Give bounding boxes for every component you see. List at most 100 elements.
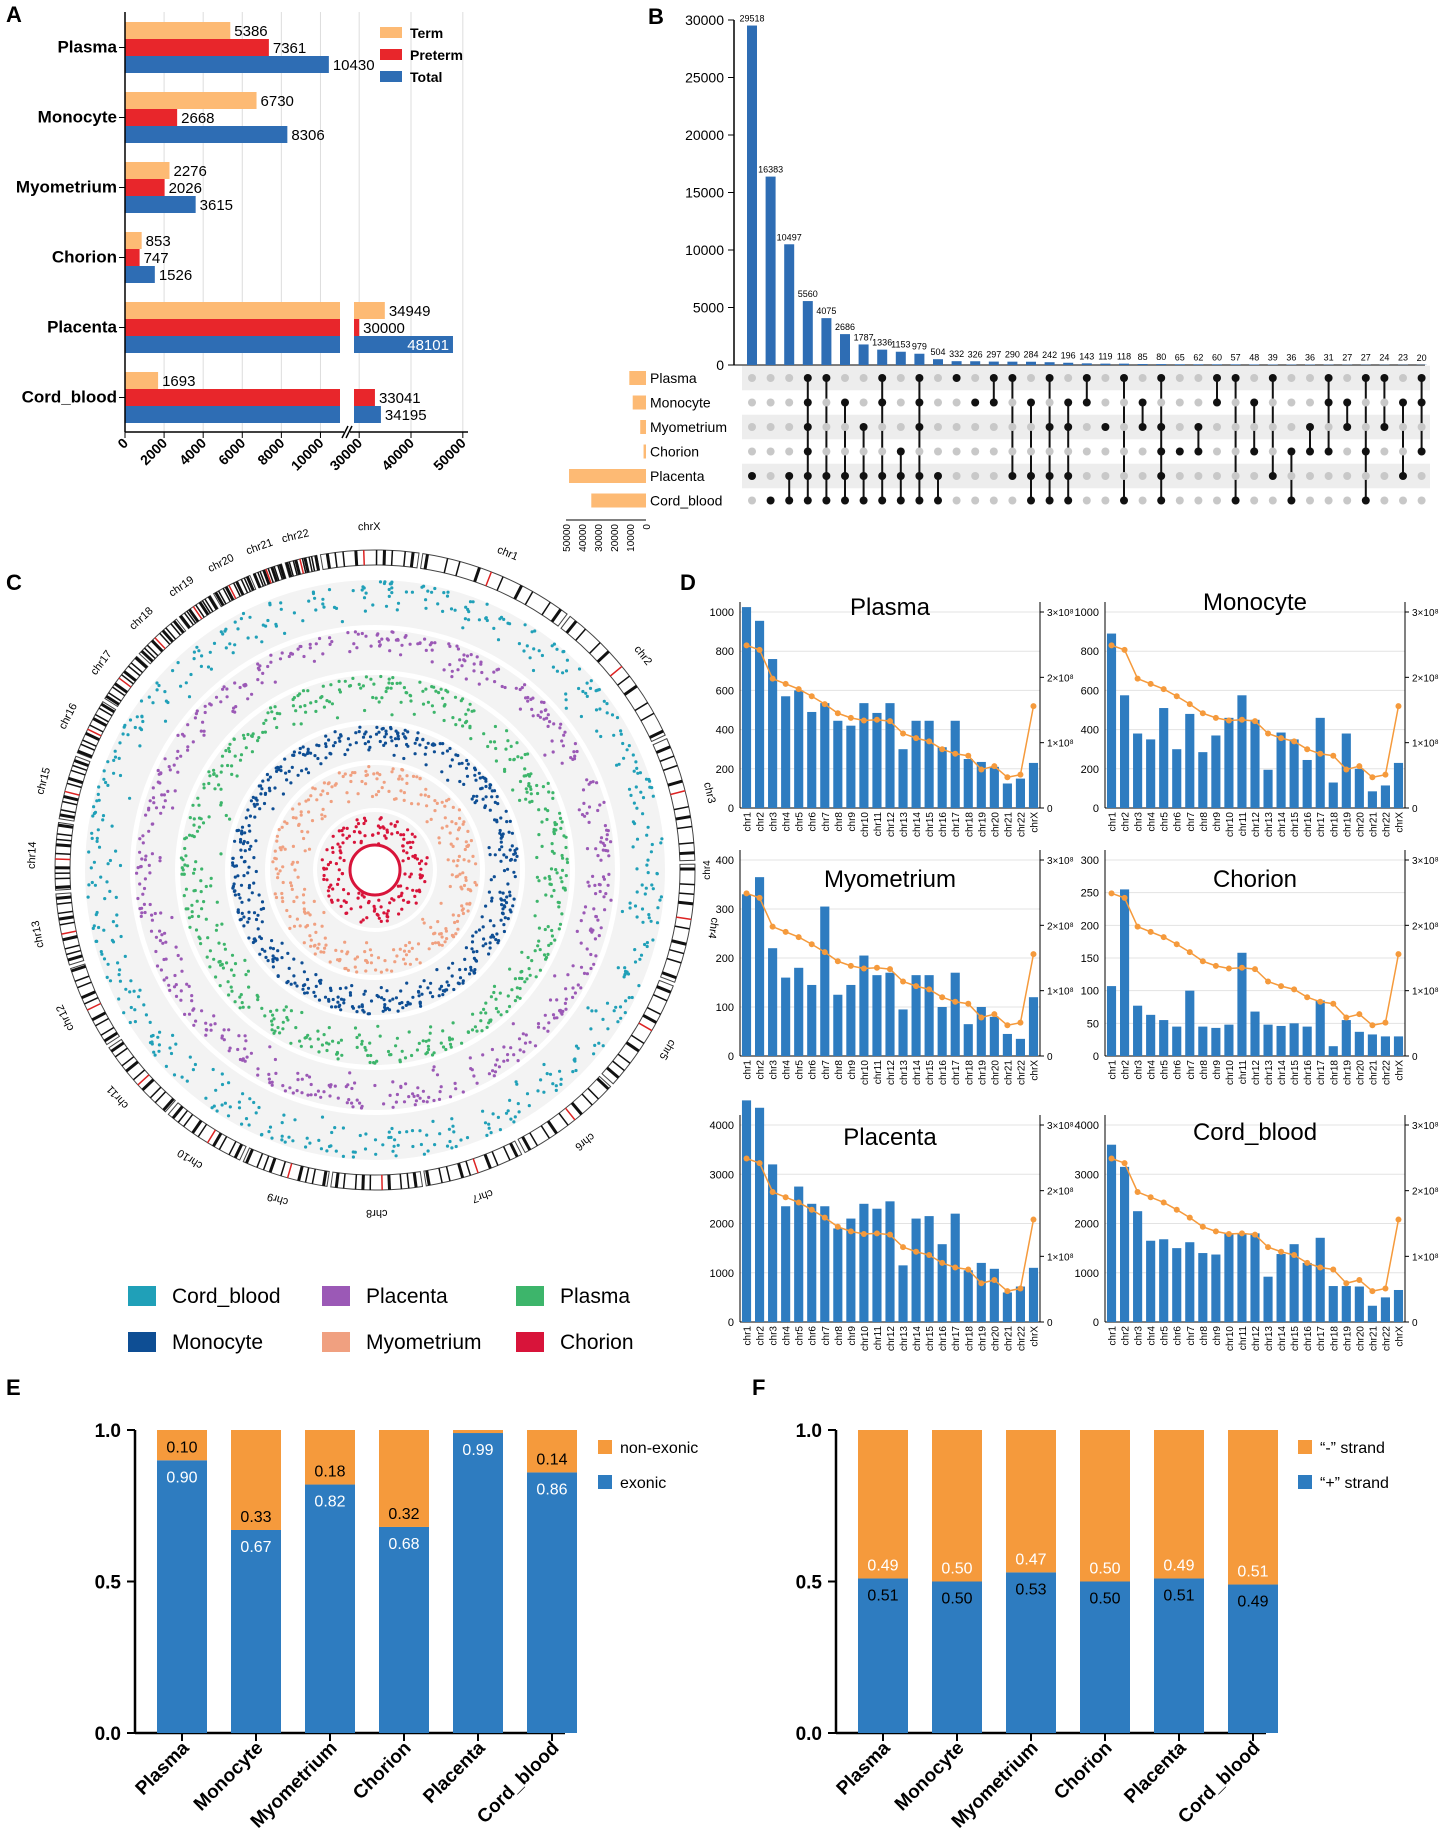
chromosome-label: chr18: [127, 605, 155, 633]
track-point: [382, 1102, 385, 1105]
track-point: [358, 830, 361, 833]
track-point: [572, 964, 575, 967]
track-point: [342, 1155, 345, 1158]
track-point: [159, 771, 162, 774]
track-point: [364, 819, 367, 822]
track-point: [275, 867, 278, 870]
track-point: [206, 936, 209, 939]
track-point: [299, 645, 302, 648]
track-point: [243, 831, 246, 834]
chromosome-bar: [1029, 1268, 1038, 1322]
track-point: [271, 1028, 274, 1031]
x-tick-label: chr14: [912, 812, 923, 837]
matrix-dot: [1287, 472, 1295, 480]
track-point: [424, 753, 427, 756]
track-point: [260, 640, 263, 643]
track-point: [594, 937, 597, 940]
intersection-bar: [1175, 364, 1185, 365]
y-axis-label: chr4: [702, 860, 713, 880]
matrix-dot: [748, 472, 756, 480]
track-point: [186, 1080, 189, 1083]
matrix-dot: [1325, 399, 1333, 407]
track-point: [266, 711, 269, 714]
track-point: [119, 980, 122, 983]
track-point: [467, 763, 470, 766]
track-point: [374, 968, 377, 971]
track-point: [219, 700, 222, 703]
track-point: [200, 654, 203, 657]
track-point: [385, 732, 388, 735]
track-point: [599, 859, 602, 862]
matrix-dot: [1380, 472, 1388, 480]
chromosome-bar: [1303, 1027, 1312, 1056]
track-point: [404, 962, 407, 965]
matrix-dot: [990, 423, 998, 431]
x-tick-label: chrX: [1394, 1060, 1405, 1081]
intersection-bar: [914, 354, 924, 365]
matrix-dot: [804, 423, 812, 431]
track-point: [205, 918, 208, 921]
track-point: [300, 810, 303, 813]
intersection-bar: [1045, 362, 1055, 365]
track-point: [414, 742, 417, 745]
track-point: [204, 711, 207, 714]
track-point: [309, 945, 312, 948]
right-tick-label: 0: [1412, 1052, 1418, 1063]
right-tick-label: 2×10⁸: [1412, 1187, 1439, 1198]
track-point: [261, 920, 264, 923]
track-point: [103, 769, 106, 772]
track-point: [281, 845, 284, 848]
track-point: [376, 994, 379, 997]
length-point: [1030, 951, 1036, 957]
track-point: [248, 917, 251, 920]
matrix-dot: [953, 423, 961, 431]
value-label: 10430: [333, 57, 375, 74]
track-point: [317, 943, 320, 946]
track-point: [546, 1072, 549, 1075]
track-point: [574, 1069, 577, 1072]
set-size-tick-label: 20000: [610, 524, 621, 552]
track-point: [247, 1006, 250, 1009]
track-point: [499, 992, 502, 995]
track-point: [230, 986, 233, 989]
right-tick-label: 0: [1412, 804, 1418, 815]
chromosome-bar: [1381, 1297, 1390, 1322]
track-point: [637, 984, 640, 987]
track-point: [300, 769, 303, 772]
lower-value-label: 0.51: [867, 1587, 898, 1604]
matrix-dot: [1083, 423, 1091, 431]
length-point: [822, 949, 828, 955]
matrix-dot: [1306, 497, 1314, 505]
matrix-dot: [1157, 497, 1165, 505]
track-point: [141, 893, 144, 896]
intersection-bar: [1082, 363, 1092, 365]
track-point: [183, 894, 186, 897]
track-point: [232, 707, 235, 710]
track-point: [336, 716, 339, 719]
matrix-dot: [1101, 472, 1109, 480]
matrix-dot: [1046, 374, 1054, 382]
track-point: [325, 745, 328, 748]
track-point: [388, 999, 391, 1002]
track-point: [466, 654, 469, 657]
value-label: 7361: [273, 40, 306, 57]
track-point: [192, 1007, 195, 1010]
length-point: [1135, 1189, 1141, 1195]
track-point: [382, 744, 385, 747]
intersection-label: 31: [1324, 353, 1334, 363]
track-point: [465, 759, 468, 762]
chromosome-bar: [1316, 1000, 1325, 1056]
track-point: [324, 742, 327, 745]
bar-preterm-broken: [354, 319, 359, 336]
matrix-dot: [1306, 423, 1314, 431]
track-point: [225, 814, 228, 817]
track-point: [157, 769, 160, 772]
track-point: [526, 700, 529, 703]
y-tick-label: 0: [1093, 1051, 1099, 1063]
track-point: [622, 757, 625, 760]
track-point: [165, 958, 168, 961]
track-point: [406, 901, 409, 904]
track-point: [407, 857, 410, 860]
y-tick-label: 800: [1081, 646, 1099, 658]
track-point: [426, 1051, 429, 1054]
